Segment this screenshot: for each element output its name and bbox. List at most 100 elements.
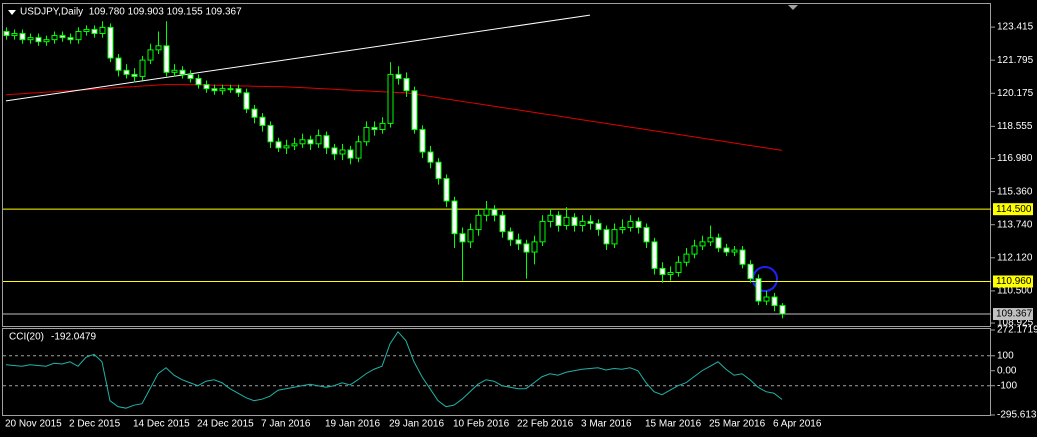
candle-body xyxy=(619,227,626,231)
candle-body xyxy=(555,214,562,227)
candle-body xyxy=(219,88,226,92)
candle-body xyxy=(491,208,498,216)
x-tick-label: 24 Dec 2015 xyxy=(197,419,254,430)
candle-body xyxy=(227,88,234,91)
candle-body xyxy=(635,220,642,229)
candle-body xyxy=(435,161,442,180)
candle-body xyxy=(195,77,202,86)
candle-body xyxy=(155,45,162,51)
x-tick-label: 7 Jan 2016 xyxy=(261,419,311,430)
x-tick-label: 25 Mar 2016 xyxy=(709,419,766,430)
candle-body xyxy=(171,69,178,73)
trendline xyxy=(5,14,591,102)
candle-body xyxy=(35,37,42,43)
candle-body xyxy=(363,126,370,143)
candle-body xyxy=(99,26,106,35)
candle-body xyxy=(715,237,722,249)
y-tick-label: 123.415 xyxy=(997,22,1034,33)
candle-body xyxy=(307,139,314,145)
x-tick-label: 19 Jan 2016 xyxy=(325,419,380,430)
candle-body xyxy=(707,237,714,243)
candle-body xyxy=(571,216,578,227)
price-label-bg xyxy=(993,275,1033,288)
candle-body xyxy=(659,267,666,276)
candle-body xyxy=(779,305,786,315)
price-label: 110.960 xyxy=(996,276,1032,287)
price-label-bg xyxy=(993,308,1033,321)
candle-body xyxy=(763,296,770,302)
candle-body xyxy=(483,208,490,216)
candle-body xyxy=(475,214,482,231)
candle-body xyxy=(515,239,522,245)
candle-body xyxy=(355,141,362,159)
x-tick-label: 6 Apr 2016 xyxy=(773,419,822,430)
candle-body xyxy=(723,247,730,253)
candle-body xyxy=(403,77,410,92)
candle-body xyxy=(123,69,130,75)
candle-body xyxy=(11,33,18,37)
candle-body xyxy=(411,90,418,131)
candle-body xyxy=(275,141,282,149)
price-label-bg xyxy=(993,203,1033,216)
candle-body xyxy=(595,222,602,231)
candle-body xyxy=(547,214,554,222)
candle-body xyxy=(395,73,402,79)
candle-body xyxy=(747,263,754,280)
x-tick-label: 22 Feb 2016 xyxy=(517,419,574,430)
candle-body xyxy=(91,28,98,35)
y-tick-label: 120.175 xyxy=(997,88,1034,99)
candle-body xyxy=(387,73,394,124)
y-tick-label: 0.00 xyxy=(997,365,1017,376)
y-tick-label: 112.120 xyxy=(997,252,1033,263)
candle-body xyxy=(731,249,738,253)
chart-title: USDJPY,Daily 109.780 109.903 109.155 109… xyxy=(20,7,242,18)
candle-body xyxy=(43,39,50,43)
candle-body xyxy=(611,229,618,245)
candle-body xyxy=(107,26,114,59)
candle-body xyxy=(179,69,186,75)
y-tick-label: -100 xyxy=(997,380,1017,391)
candle-body xyxy=(523,243,530,253)
candle-body xyxy=(243,92,250,110)
candle-body xyxy=(531,241,538,253)
candle-body xyxy=(339,149,346,155)
candle-body xyxy=(451,200,458,235)
candle-body xyxy=(131,73,138,77)
x-tick-label: 2 Dec 2015 xyxy=(69,419,121,430)
candle-body xyxy=(3,30,10,37)
candle-body xyxy=(347,149,354,159)
y-tick-label: 108.925 xyxy=(997,318,1034,329)
candle-body xyxy=(163,45,170,73)
candle-body xyxy=(667,271,674,276)
menu-arrow xyxy=(8,10,16,15)
candle-body xyxy=(115,57,122,71)
y-tick-label: 115.360 xyxy=(997,186,1033,197)
candle-body xyxy=(75,30,82,41)
x-tick-label: 15 Mar 2016 xyxy=(645,419,702,430)
price-label: 114.500 xyxy=(996,204,1032,215)
moving-average xyxy=(5,84,783,151)
candle-body xyxy=(459,233,466,243)
candle-body xyxy=(683,253,690,263)
x-tick-label: 3 Mar 2016 xyxy=(581,419,632,430)
price-label: 109.367 xyxy=(996,309,1033,320)
y-tick-label: 113.740 xyxy=(997,219,1033,230)
y-tick-label: 121.795 xyxy=(997,55,1034,66)
candle-body xyxy=(579,220,586,227)
candle-body xyxy=(291,143,298,147)
candle-body xyxy=(651,241,658,269)
y-tick-label: 100 xyxy=(997,350,1014,361)
candle-body xyxy=(259,116,266,126)
y-tick-label: 272.1719 xyxy=(997,325,1037,336)
candle-body xyxy=(51,35,58,41)
candle-body xyxy=(147,49,154,61)
candle-body xyxy=(427,151,434,163)
candle-body xyxy=(499,214,506,233)
cci-line xyxy=(5,331,783,409)
y-tick-label: 118.555 xyxy=(997,121,1033,132)
candle-body xyxy=(59,35,66,39)
candle-body xyxy=(691,245,698,255)
